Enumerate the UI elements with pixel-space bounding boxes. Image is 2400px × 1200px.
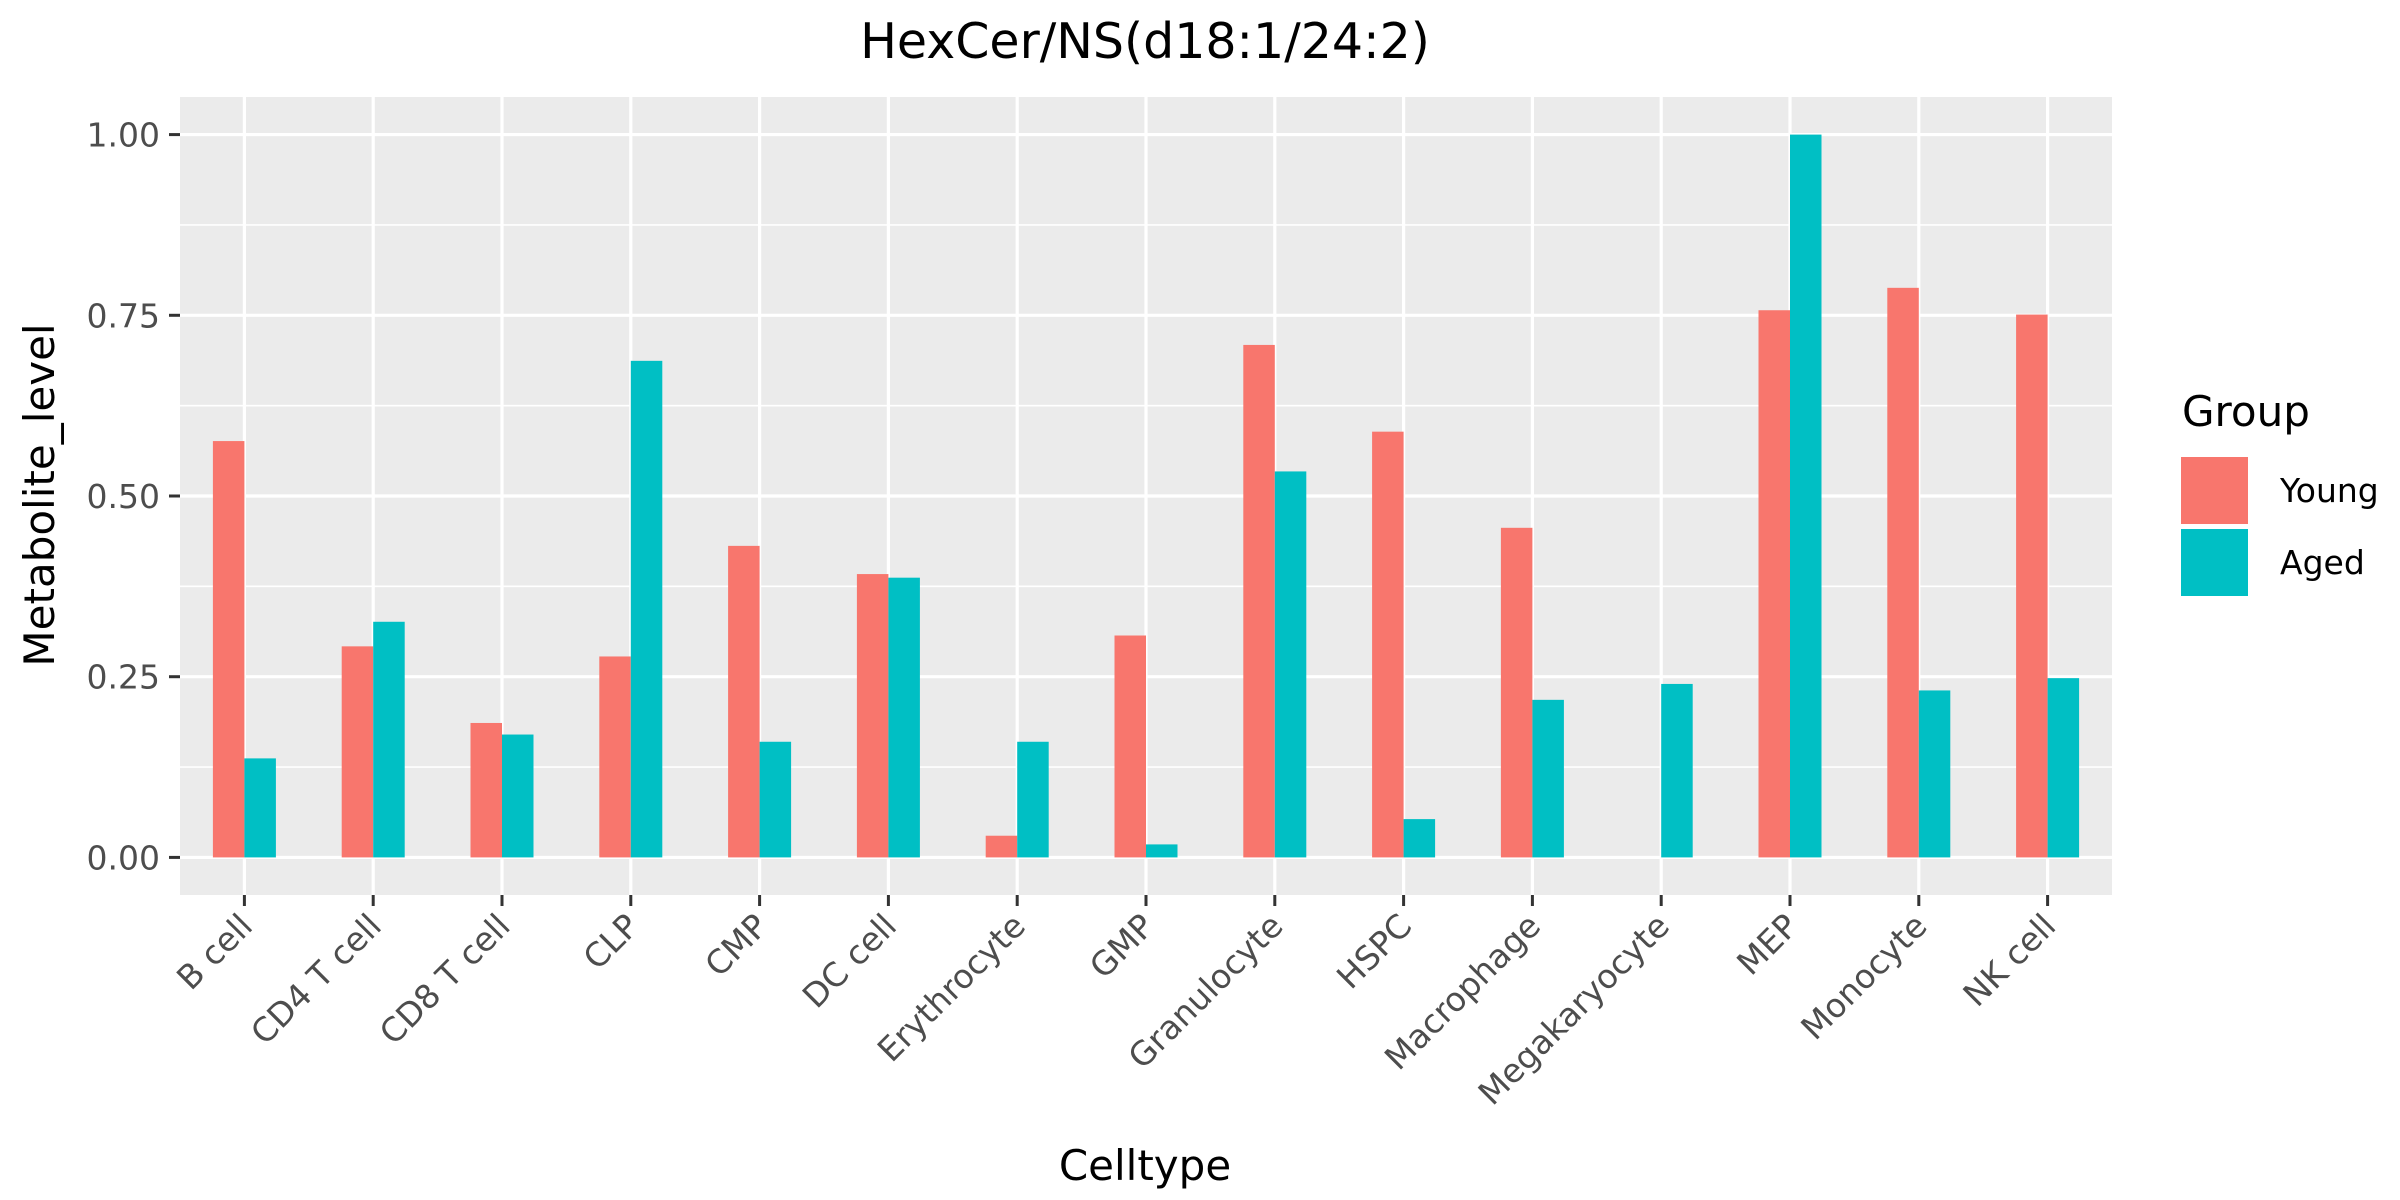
bar-young bbox=[1758, 310, 1790, 858]
x-tick-label: CMP bbox=[697, 906, 775, 984]
x-axis-title: Celltype bbox=[1059, 1141, 1231, 1190]
bar-young bbox=[212, 441, 245, 858]
bar-young bbox=[1372, 431, 1404, 858]
bar-aged bbox=[2047, 678, 2080, 858]
x-tick-label: CD8 T cell bbox=[372, 906, 518, 1052]
legend-key-aged bbox=[2181, 529, 2248, 596]
x-tick-label: HSPC bbox=[1329, 906, 1419, 996]
x-tick-label: Monocyte bbox=[1793, 906, 1934, 1047]
bar-young bbox=[341, 646, 374, 858]
bar-aged bbox=[888, 577, 920, 858]
y-tick-label: 0.50 bbox=[87, 477, 160, 516]
x-tick-label: CD4 T cell bbox=[243, 906, 389, 1052]
bar-aged bbox=[1790, 134, 1822, 858]
bar-aged bbox=[1274, 471, 1307, 858]
legend-title: Group bbox=[2182, 387, 2310, 436]
x-tick-label: GMP bbox=[1082, 906, 1162, 986]
legend: Group Young Aged bbox=[2181, 387, 2379, 596]
x-tick-label: B cell bbox=[169, 906, 260, 997]
y-tick-label: 0.75 bbox=[87, 296, 160, 335]
y-tick-label: 0.25 bbox=[87, 658, 160, 697]
bar-aged bbox=[1532, 699, 1564, 858]
y-axis-title: Metabolite_level bbox=[15, 323, 64, 666]
bar-young bbox=[599, 656, 631, 858]
bar-aged bbox=[1403, 819, 1436, 858]
bar-young bbox=[470, 722, 502, 858]
bar-aged bbox=[244, 758, 276, 858]
bar-young bbox=[728, 545, 760, 858]
bar-young bbox=[985, 835, 1018, 858]
legend-key-young bbox=[2181, 457, 2248, 524]
legend-label-aged: Aged bbox=[2280, 543, 2365, 582]
bar-aged bbox=[502, 734, 534, 858]
bar-young bbox=[856, 574, 889, 858]
y-axis: 0.00 0.25 0.50 0.75 1.00 bbox=[87, 116, 180, 877]
bar-young bbox=[1887, 287, 1919, 858]
x-tick-label: NK cell bbox=[1955, 906, 2063, 1014]
bar-young bbox=[1243, 344, 1275, 858]
bar-aged bbox=[1017, 741, 1049, 858]
x-tick-label: DC cell bbox=[795, 906, 904, 1015]
bar-aged bbox=[1918, 690, 1951, 858]
x-tick-label: MEP bbox=[1729, 906, 1806, 983]
bar-aged bbox=[373, 621, 405, 858]
legend-label-young: Young bbox=[2279, 471, 2379, 510]
y-tick-label: 0.00 bbox=[87, 838, 160, 877]
y-tick-label: 1.00 bbox=[87, 116, 160, 155]
bar-aged bbox=[1661, 683, 1693, 858]
bar-young bbox=[1500, 527, 1533, 858]
bar-young bbox=[1114, 635, 1146, 858]
chart-title: HexCer/NS(d18:1/24:2) bbox=[860, 13, 1430, 70]
bar-aged bbox=[759, 741, 792, 858]
x-tick-label: CLP bbox=[576, 906, 647, 977]
legend-items: Young Aged bbox=[2181, 457, 2379, 596]
bars bbox=[212, 134, 2080, 858]
bar-aged bbox=[1146, 844, 1178, 858]
bar-young bbox=[2016, 314, 2048, 858]
bar-aged bbox=[630, 360, 663, 858]
